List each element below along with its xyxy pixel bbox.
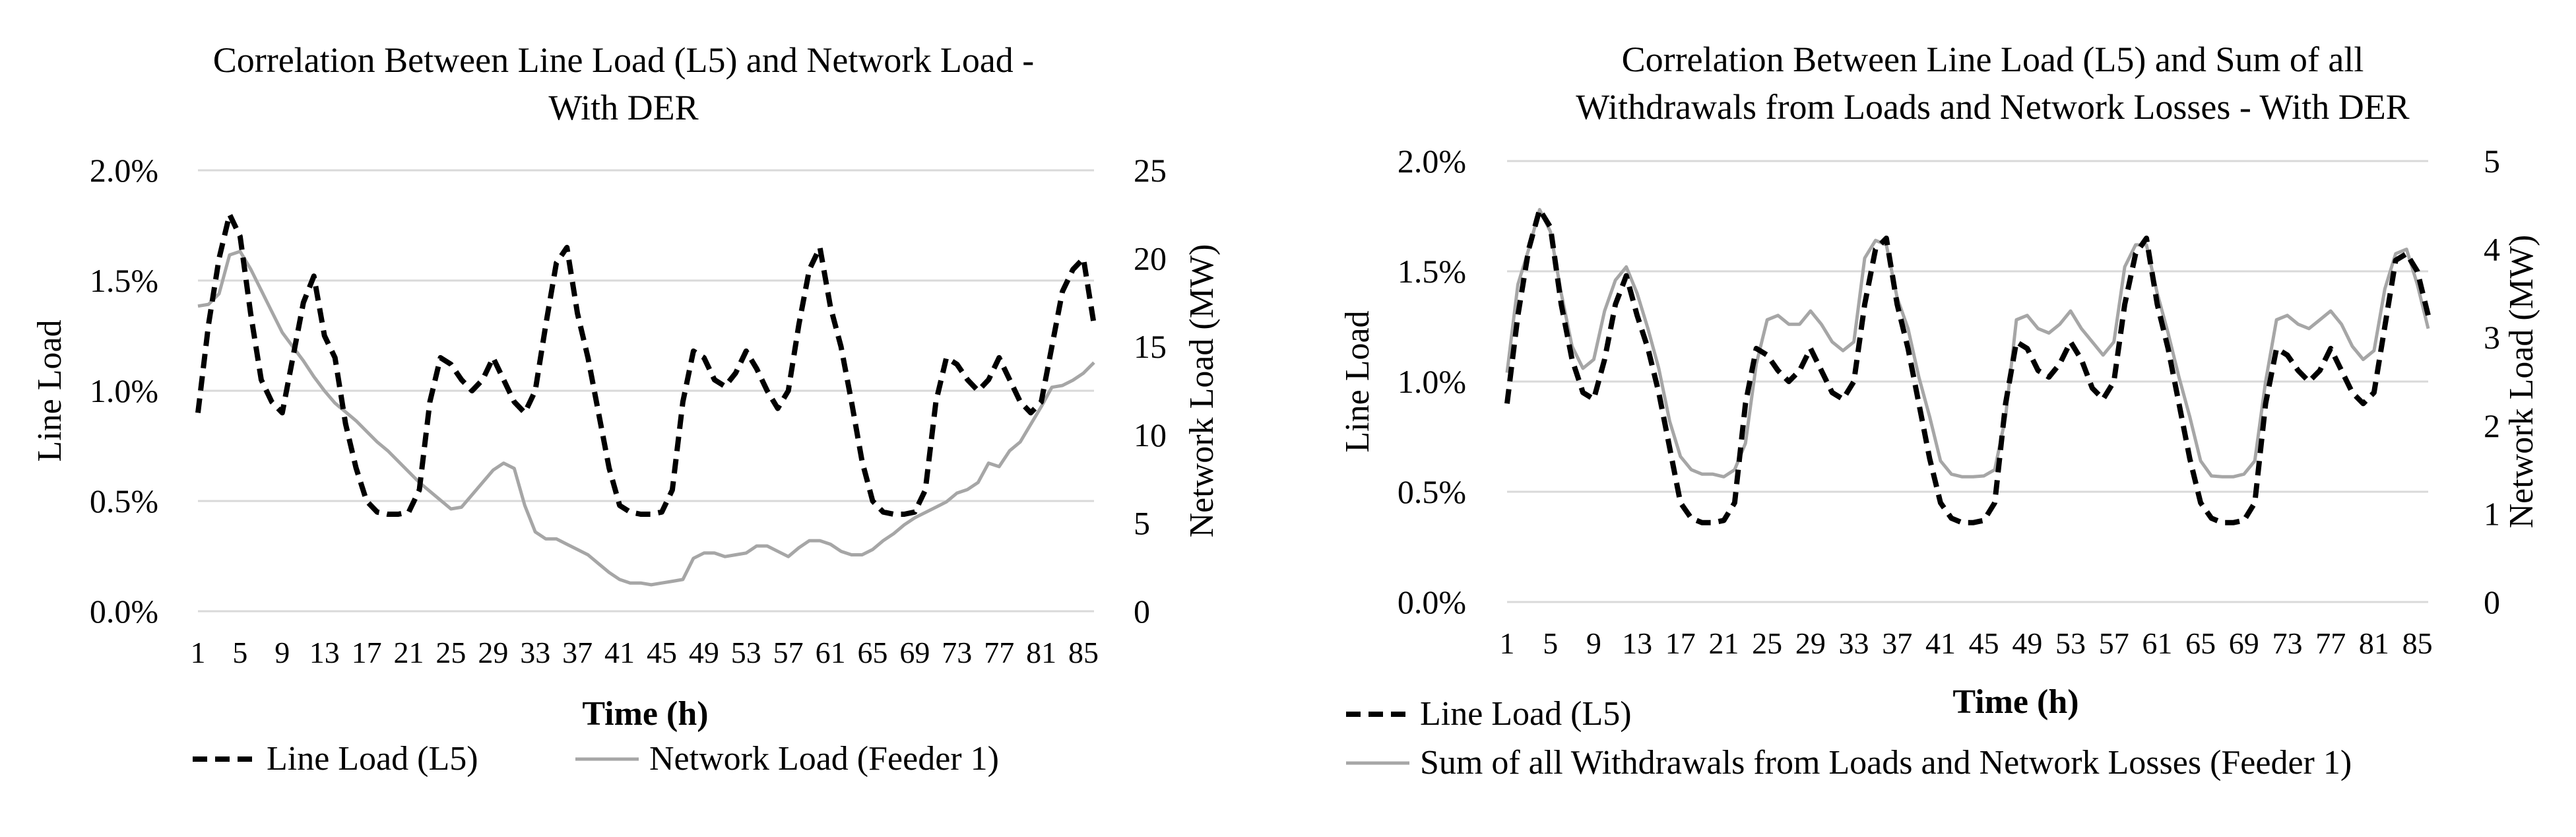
x-tick-label: 13 [309,636,340,669]
x-tick-label: 85 [1068,636,1099,669]
x-tick-label: 37 [1882,626,1912,660]
series-line-network-load [197,250,1095,587]
y-tick-label: 1.0% [1398,363,1466,400]
y2-tick-label: 5 [1134,504,1150,541]
chart-title-line: With DER [548,88,698,127]
x-tick-label: 81 [2359,626,2389,660]
x-tick-label: 13 [1622,626,1652,660]
y2-tick-label: 0 [1134,593,1150,630]
chart-title-line: Withdrawals from Loads and Network Losse… [1576,87,2409,127]
x-tick-label: 41 [604,636,635,669]
x-tick-label: 45 [1969,626,1999,660]
y-tick-label: 1.0% [90,372,158,409]
y2-axis-label: Network Load (MW) [2503,235,2540,529]
x-axis-label: Time (h) [1952,683,2078,721]
x-tick-label: 73 [2272,626,2302,660]
x-tick-label: 41 [1925,626,1956,660]
y-tick-label: 0.5% [1398,473,1466,510]
x-tick-label: 49 [689,636,719,669]
y-tick-label: 0.5% [90,483,158,519]
x-tick-label: 21 [1708,626,1739,660]
chart-right: Correlation Between Line Load (L5) and S… [1339,40,2540,782]
y2-tick-label: 20 [1134,240,1167,277]
x-tick-label: 29 [1795,626,1826,660]
x-tick-label: 25 [1752,626,1782,660]
y-tick-label: 0.0% [90,593,158,630]
x-tick-label: 61 [2142,626,2172,660]
chart-title-line: Correlation Between Line Load (L5) and S… [1622,40,2364,79]
x-tick-label: 17 [1665,626,1696,660]
x-tick-label: 37 [562,636,593,669]
x-tick-label: 65 [857,636,887,669]
x-tick-label: 57 [2099,626,2129,660]
y-tick-label: 0.0% [1398,584,1466,620]
y-axis-label: Line Load [1339,310,1376,452]
x-tick-label: 77 [984,636,1014,669]
x-tick-label: 73 [942,636,972,669]
x-tick-label: 9 [274,636,290,669]
y2-tick-label: 2 [2484,407,2500,444]
y-tick-label: 2.0% [90,152,158,189]
series-line-line-load [1504,207,2431,525]
series-line-network-load [1505,208,2430,479]
x-tick-label: 1 [1500,626,1515,660]
chart-title-line: Correlation Between Line Load (L5) and N… [213,40,1035,80]
x-tick-label: 69 [899,636,930,669]
legend-label: Line Load (L5) [267,740,478,778]
x-tick-label: 77 [2315,626,2346,660]
legend-label: Line Load (L5) [1420,695,1632,733]
y-tick-label: 1.5% [1398,253,1466,290]
x-tick-label: 53 [2055,626,2086,660]
x-tick-label: 5 [232,636,247,669]
legend-label: Network Load (Feeder 1) [649,740,999,778]
x-tick-label: 21 [394,636,424,669]
y2-tick-label: 15 [1134,328,1167,365]
x-tick-label: 57 [773,636,804,669]
legend-label: Sum of all Withdrawals from Loads and Ne… [1420,744,2352,782]
x-tick-label: 25 [435,636,466,669]
y2-tick-label: 0 [2484,584,2500,620]
y-tick-label: 2.0% [1398,143,1466,180]
y2-tick-label: 25 [1134,152,1167,189]
x-tick-label: 69 [2229,626,2259,660]
series-line-line-load [195,211,1097,517]
x-tick-label: 81 [1026,636,1056,669]
x-tick-label: 85 [2402,626,2433,660]
x-tick-label: 9 [1586,626,1601,660]
y2-axis-label: Network Load (MW) [1183,244,1221,538]
x-tick-label: 53 [731,636,761,669]
x-tick-label: 17 [352,636,382,669]
x-tick-label: 1 [191,636,206,669]
x-tick-label: 29 [478,636,508,669]
y2-tick-label: 3 [2484,319,2500,356]
x-tick-label: 61 [816,636,846,669]
y2-tick-label: 5 [2484,143,2500,180]
y2-tick-label: 1 [2484,495,2500,532]
x-tick-label: 33 [520,636,550,669]
x-tick-label: 49 [2012,626,2042,660]
y2-tick-label: 4 [2484,231,2500,268]
x-tick-label: 65 [2185,626,2216,660]
x-tick-label: 33 [1839,626,1869,660]
x-tick-label: 5 [1543,626,1558,660]
y2-tick-label: 10 [1134,417,1167,453]
x-tick-label: 45 [647,636,677,669]
y-tick-label: 1.5% [90,262,158,299]
y-axis-label: Line Load [31,319,69,461]
x-axis-label: Time (h) [582,695,708,733]
chart-left: Correlation Between Line Load (L5) and N… [31,40,1221,778]
